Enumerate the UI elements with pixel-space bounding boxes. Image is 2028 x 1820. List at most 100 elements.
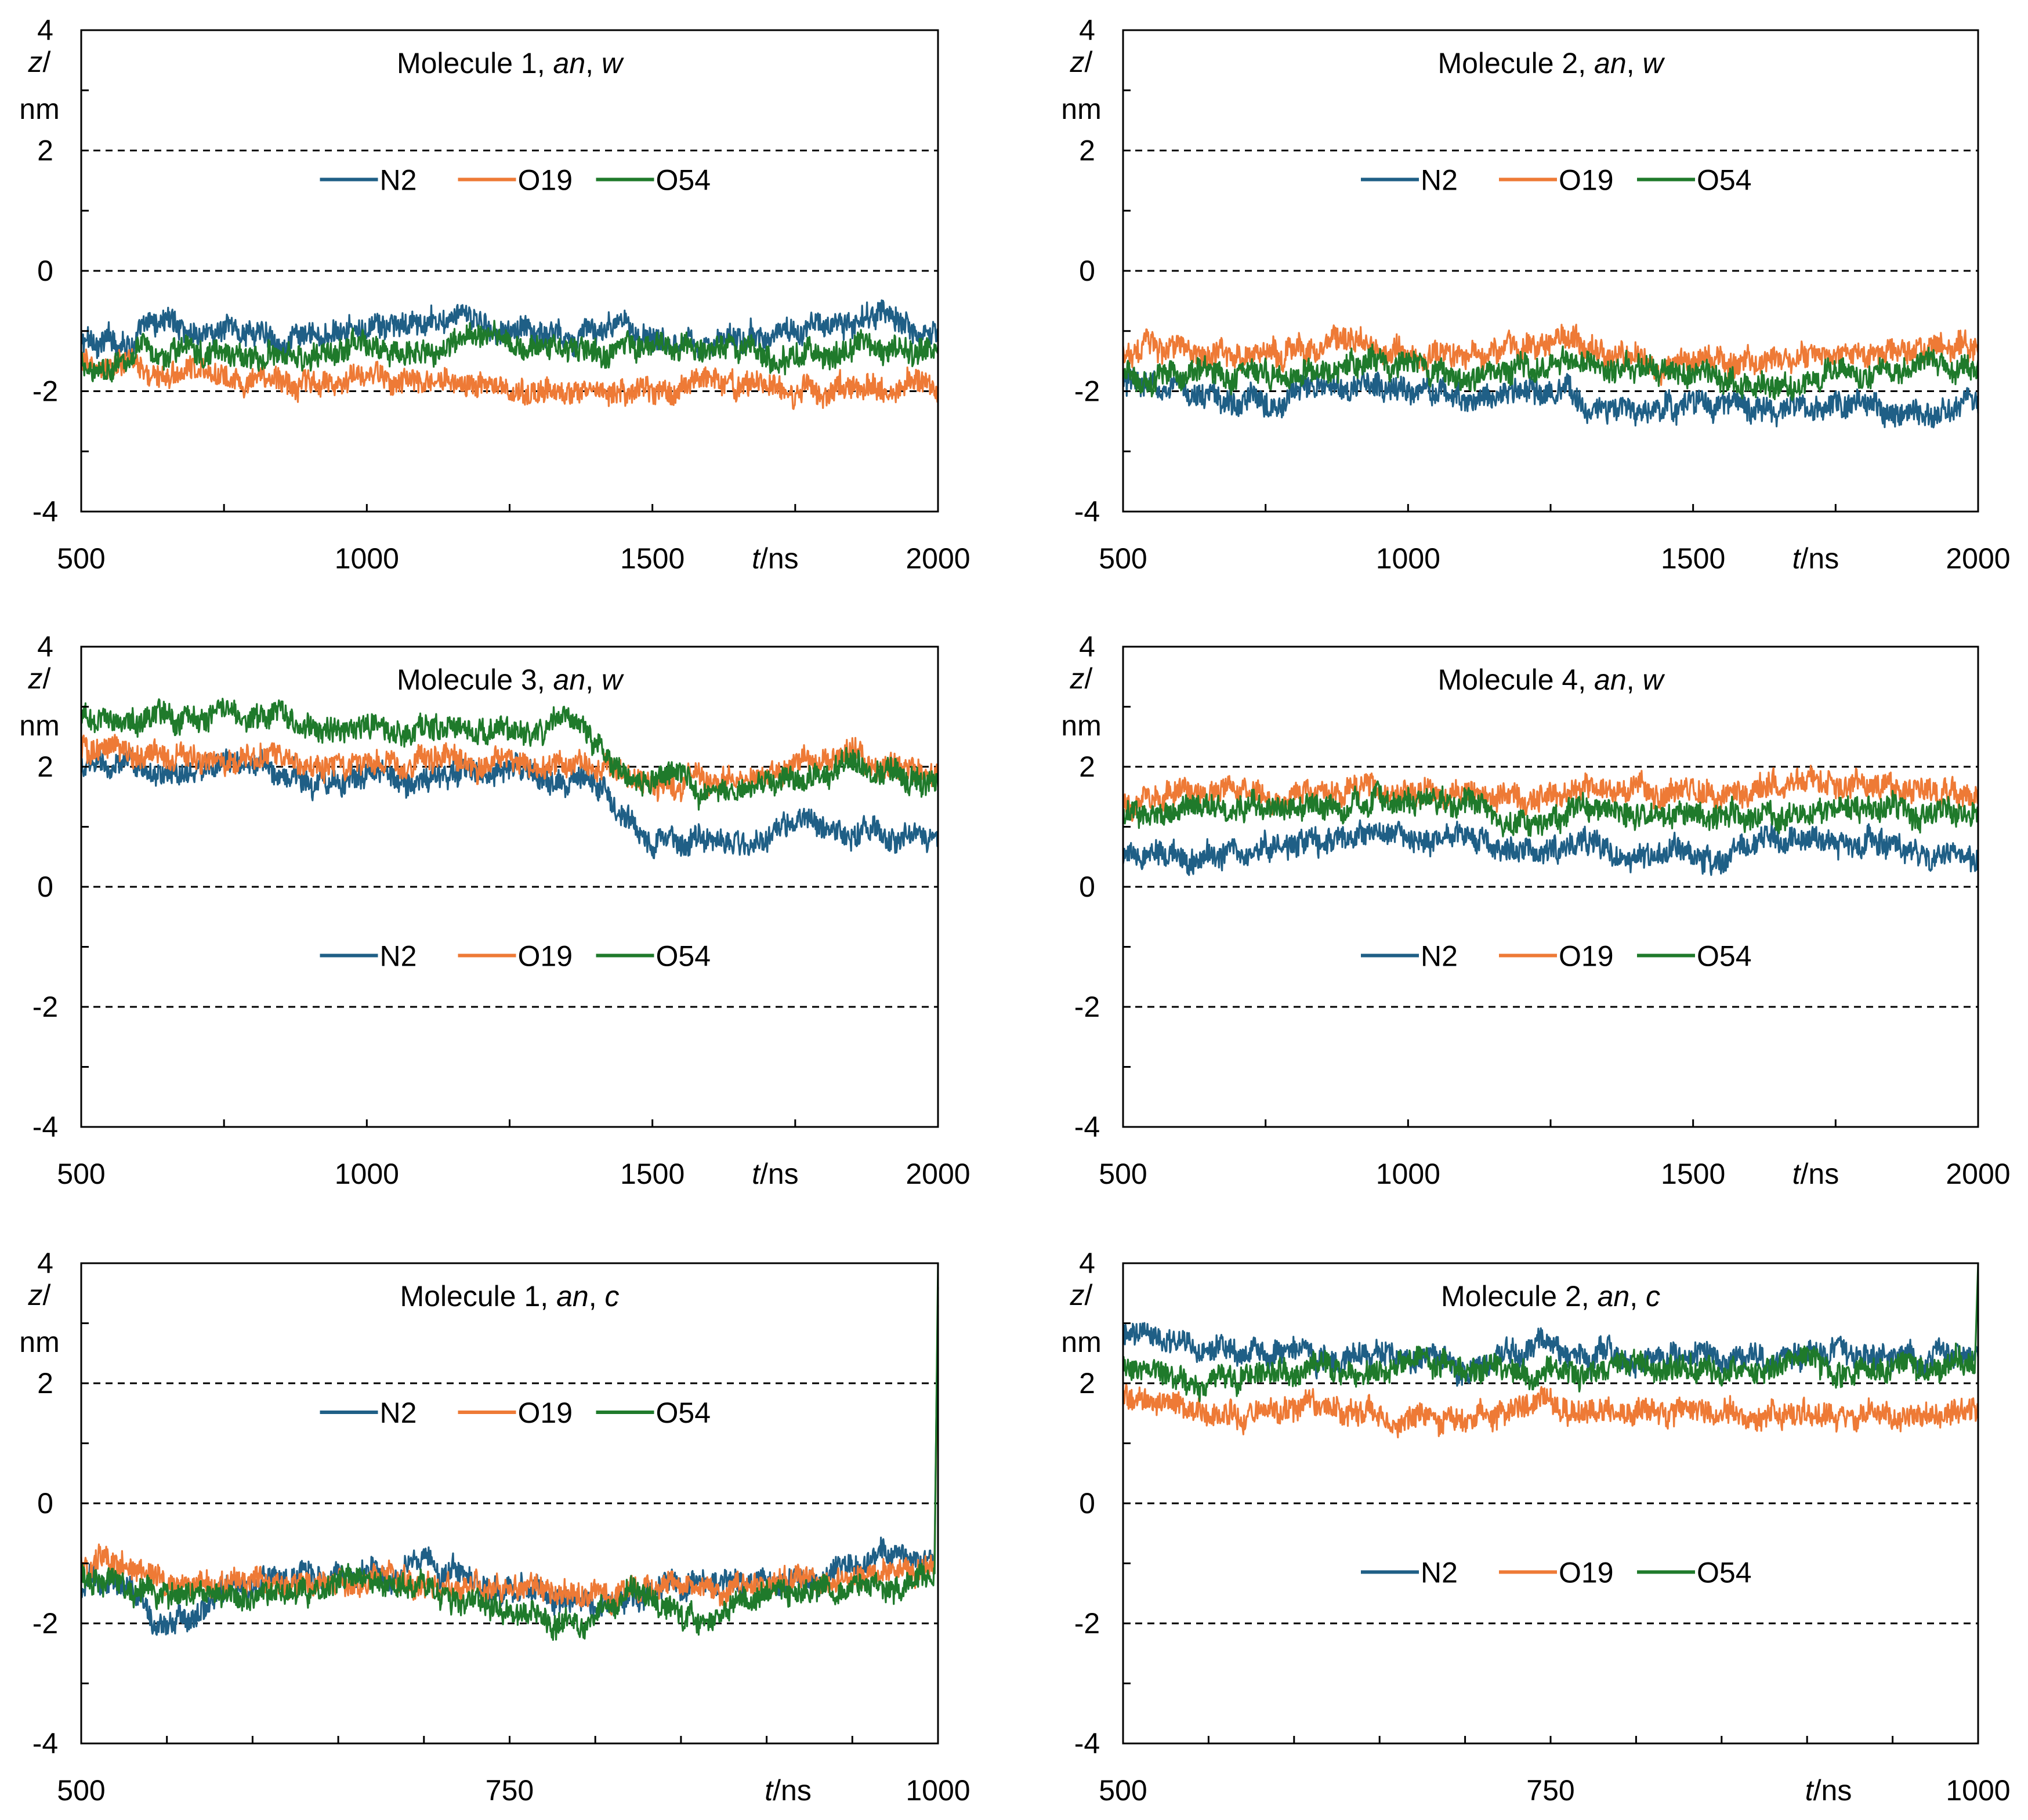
series-line-o54 xyxy=(80,320,939,383)
legend-label-o19: O19 xyxy=(1559,940,1614,973)
legend-label-o54: O54 xyxy=(1697,940,1752,973)
legend-label-o54: O54 xyxy=(656,164,711,197)
x-tick-label: 1000 xyxy=(1946,1774,2010,1807)
y-tick-label: -2 xyxy=(1074,375,1100,408)
series-line-o54 xyxy=(80,1263,939,1641)
y-tick-label: 2 xyxy=(37,135,53,167)
panel-title: Molecule 2, an, w xyxy=(1437,47,1665,79)
legend-label-o19: O19 xyxy=(1559,164,1614,197)
chart-panel-1: -4 -2 0 2 4 500 1000 1500 2000 z/nm t/ns Molecule 1… xyxy=(19,14,970,575)
legend-label-o19: O19 xyxy=(1559,1557,1614,1589)
series-line-o19 xyxy=(80,734,939,803)
legend-label-n2: N2 xyxy=(380,164,417,197)
x-axis-label: t/ns xyxy=(1805,1774,1852,1807)
x-tick-label: 500 xyxy=(57,542,105,575)
y-tick-label: 2 xyxy=(1079,751,1095,783)
legend: N2 O19 O54 xyxy=(320,1397,711,1429)
y-axis-unit: nm xyxy=(19,93,59,125)
legend-label-o54: O54 xyxy=(656,940,711,973)
legend: N2 O19 O54 xyxy=(1361,164,1752,197)
series-line-o19 xyxy=(80,1305,939,1616)
series-line-o54 xyxy=(1122,343,1979,401)
legend: N2 O19 O54 xyxy=(320,164,711,197)
y-axis-unit: nm xyxy=(19,709,59,742)
panel-title: Molecule 1, an, w xyxy=(397,47,624,79)
x-tick-label: 500 xyxy=(1099,542,1147,575)
y-axis-label: z/ xyxy=(1070,662,1093,695)
x-tick-label: 500 xyxy=(1099,1158,1147,1190)
x-tick-label: 750 xyxy=(1526,1774,1574,1807)
chart-panel-2: -4 -2 0 2 4 500 1000 1500 2000 z/nm t/ns Molecule 2… xyxy=(1061,14,2010,575)
x-tick-label: 2000 xyxy=(906,542,970,575)
y-axis-unit: nm xyxy=(19,1326,59,1358)
y-tick-label: 4 xyxy=(1079,14,1095,46)
y-axis-label: z/ xyxy=(28,46,51,78)
y-tick-label: 2 xyxy=(37,751,53,783)
legend-label-n2: N2 xyxy=(1421,164,1458,197)
series-line-o54 xyxy=(1122,780,1979,838)
legend-label-o54: O54 xyxy=(656,1397,711,1429)
y-axis-unit: nm xyxy=(1061,709,1101,742)
x-tick-label: 2000 xyxy=(1946,1158,2010,1190)
y-tick-label: 0 xyxy=(1079,255,1095,287)
x-tick-label: 750 xyxy=(486,1774,534,1807)
x-tick-label: 1500 xyxy=(620,1158,685,1190)
y-tick-label: 0 xyxy=(1079,871,1095,903)
legend-label-o54: O54 xyxy=(1697,164,1752,197)
x-axis-label: t/ns xyxy=(752,1158,799,1190)
y-tick-label: -4 xyxy=(1074,495,1100,528)
legend: N2 O19 O54 xyxy=(1361,1557,1752,1589)
y-tick-label: 0 xyxy=(37,255,53,287)
y-tick-label: -4 xyxy=(1074,1727,1100,1760)
x-axis-label: t/ns xyxy=(1792,542,1839,575)
y-axis-unit: nm xyxy=(1061,93,1101,125)
x-tick-label: 1000 xyxy=(1376,542,1440,575)
panel-title: Molecule 3, an, w xyxy=(397,664,624,696)
panel-title: Molecule 1, an, c xyxy=(400,1280,619,1313)
y-axis-label: z/ xyxy=(1070,46,1093,78)
chart-panel-3: -4 -2 0 2 4 500 1000 1500 2000 z/nm t/ns Molecule 3… xyxy=(19,630,970,1190)
y-tick-label: 0 xyxy=(37,871,53,903)
x-tick-label: 500 xyxy=(57,1774,105,1807)
legend-label-o19: O19 xyxy=(518,164,573,197)
x-tick-label: 2000 xyxy=(1946,542,2010,575)
series-line-o19 xyxy=(1122,764,1979,822)
y-tick-label: 2 xyxy=(37,1367,53,1400)
y-tick-label: -2 xyxy=(1074,1607,1100,1640)
y-axis-label: z/ xyxy=(1070,1279,1093,1311)
y-tick-label: 4 xyxy=(37,630,53,663)
series-line-o19 xyxy=(1122,324,1979,386)
legend-label-n2: N2 xyxy=(380,1397,417,1429)
series-line-n2 xyxy=(1122,367,1979,429)
x-axis-label: t/ns xyxy=(752,542,799,575)
x-axis-label: t/ns xyxy=(1792,1158,1839,1190)
y-tick-label: -2 xyxy=(32,1607,58,1640)
chart-panel-5: -4 -2 0 2 4 500 750 1000 z/nm t/ns Molecule 1, an,… xyxy=(19,1247,970,1807)
series-line-o54 xyxy=(1122,1263,1979,1402)
x-tick-label: 1000 xyxy=(906,1774,970,1807)
x-tick-label: 500 xyxy=(1099,1774,1147,1807)
y-tick-label: 2 xyxy=(1079,135,1095,167)
chart-panel-6: -4 -2 0 2 4 500 750 1000 z/nm t/ns Molecule 2, an,… xyxy=(1061,1247,2010,1807)
panel-title: Molecule 2, an, c xyxy=(1441,1280,1660,1313)
y-tick-label: 2 xyxy=(1079,1367,1095,1400)
legend: N2 O19 O54 xyxy=(1361,940,1752,973)
y-tick-label: -4 xyxy=(32,1727,58,1760)
x-tick-label: 1000 xyxy=(335,542,399,575)
series-line-o54 xyxy=(80,697,939,811)
y-tick-label: -4 xyxy=(32,495,58,528)
series-line-n2 xyxy=(1122,1322,1979,1387)
y-axis-unit: nm xyxy=(1061,1326,1101,1358)
y-tick-label: 0 xyxy=(1079,1487,1095,1520)
x-tick-label: 1500 xyxy=(1661,542,1725,575)
y-tick-label: -4 xyxy=(32,1111,58,1143)
y-axis-label: z/ xyxy=(28,1279,51,1311)
x-axis-label: t/ns xyxy=(765,1774,812,1807)
series-line-o19 xyxy=(1122,1383,1979,1438)
series-line-n2 xyxy=(80,299,939,363)
x-tick-label: 1000 xyxy=(1376,1158,1440,1190)
y-tick-label: -4 xyxy=(1074,1111,1100,1143)
y-tick-label: 4 xyxy=(1079,1247,1095,1279)
legend-label-n2: N2 xyxy=(1421,940,1458,973)
